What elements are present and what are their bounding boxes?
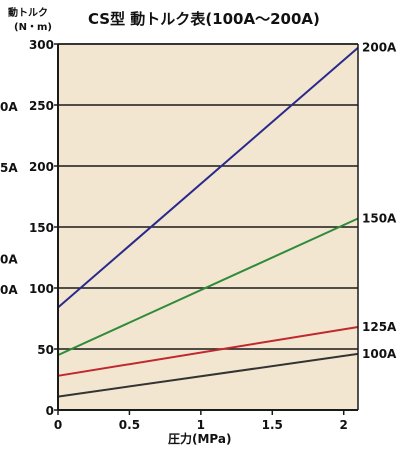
x-tick-label: 1 [197, 418, 205, 432]
series-label-200A: 200A [362, 41, 397, 55]
series-label-125A: 125A [362, 320, 397, 334]
y-tick-label: 0 [46, 404, 54, 418]
series-lines [57, 46, 359, 398]
series-line-100A [57, 352, 359, 398]
y-tick-label: 200 [29, 160, 54, 174]
y-tick-label: 250 [29, 99, 54, 113]
y-tick-label: 50 [37, 343, 54, 357]
x-tick-label: 0.5 [119, 418, 140, 432]
chart-title: CS型 動トルク表(100A～200A) [88, 10, 320, 28]
left-cut-label: 0A [0, 100, 18, 114]
x-tick-label: 1.5 [262, 418, 283, 432]
series-label-100A: 100A [362, 347, 397, 361]
series-line-125A [57, 326, 359, 377]
left-cut-label: 0A [0, 283, 18, 297]
series-label-150A: 150A [362, 211, 397, 225]
x-tick-label: 0 [54, 418, 62, 432]
x-axis-label: 圧力(MPa) [168, 431, 231, 446]
y-axis-label-line1: 動トルク [8, 6, 48, 19]
labels: 0 50 100 150 200 250 300 0 0.5 1 1.5 2 200A 150A 125A 1… [0, 38, 397, 432]
y-tick-label: 100 [29, 282, 54, 296]
y-tick-label: 300 [29, 38, 54, 52]
axes [54, 43, 359, 415]
series-line-200A [57, 46, 359, 309]
x-tick-label: 2 [340, 418, 348, 432]
series-line-150A [57, 217, 359, 357]
left-cut-label: 5A [0, 161, 18, 175]
y-tick-label: 150 [29, 221, 54, 235]
left-cut-label: 0A [0, 253, 18, 267]
y-axis-label-line2: (N・m) [14, 22, 52, 33]
